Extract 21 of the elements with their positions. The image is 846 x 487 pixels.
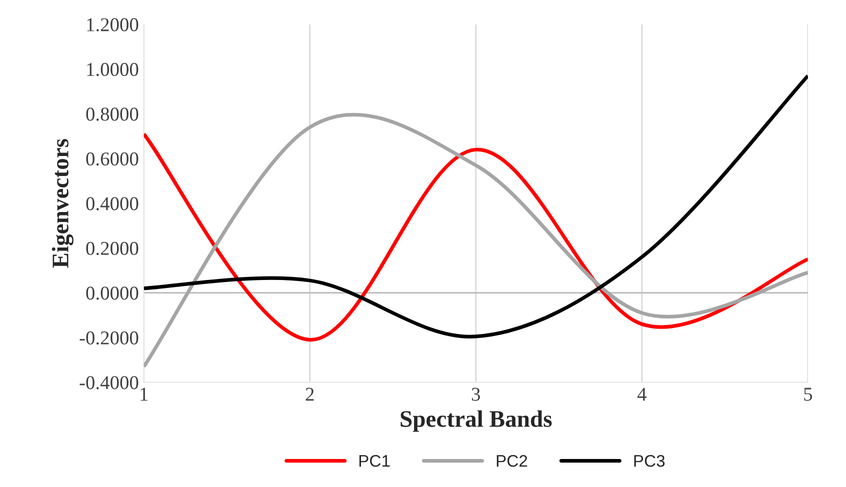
legend-label: PC1 <box>359 455 390 467</box>
y-tick-label: 0.8000 <box>86 108 138 121</box>
x-tick-label: 1 <box>140 388 148 401</box>
x-tick-label: 4 <box>637 388 646 401</box>
x-axis-title: Spectral Bands <box>400 410 552 432</box>
y-tick-label: 0.6000 <box>86 152 138 166</box>
y-tick-label: 0.2000 <box>86 242 138 256</box>
y-tick-label: 1.2000 <box>87 18 138 32</box>
y-tick-label: -0.4000 <box>80 376 138 390</box>
line-series <box>144 74 808 338</box>
y-tick-label: 0.4000 <box>86 197 138 210</box>
legend-label: PC2 <box>496 455 528 467</box>
y-tick-label: -0.2000 <box>80 331 138 345</box>
legend-label: PC3 <box>634 455 665 467</box>
y-axis-title: Eigenvectors <box>52 138 74 268</box>
x-tick-label: 3 <box>472 388 480 401</box>
y-tick-label: 0.0000 <box>86 286 138 300</box>
line-series <box>144 132 808 342</box>
y-tick-label: 1.0000 <box>87 62 138 76</box>
x-tick-label: 2 <box>306 388 314 401</box>
x-tick-label: 5 <box>804 388 812 401</box>
